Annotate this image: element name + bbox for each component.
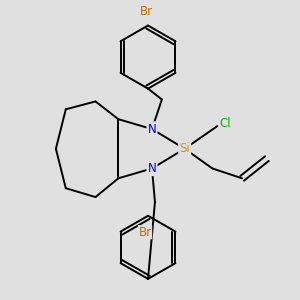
Text: Br: Br — [140, 4, 153, 18]
Text: N: N — [148, 162, 156, 175]
Text: Br: Br — [139, 226, 152, 239]
Text: Cl: Cl — [219, 117, 231, 130]
Text: Si: Si — [179, 142, 190, 155]
Text: N: N — [148, 122, 156, 136]
